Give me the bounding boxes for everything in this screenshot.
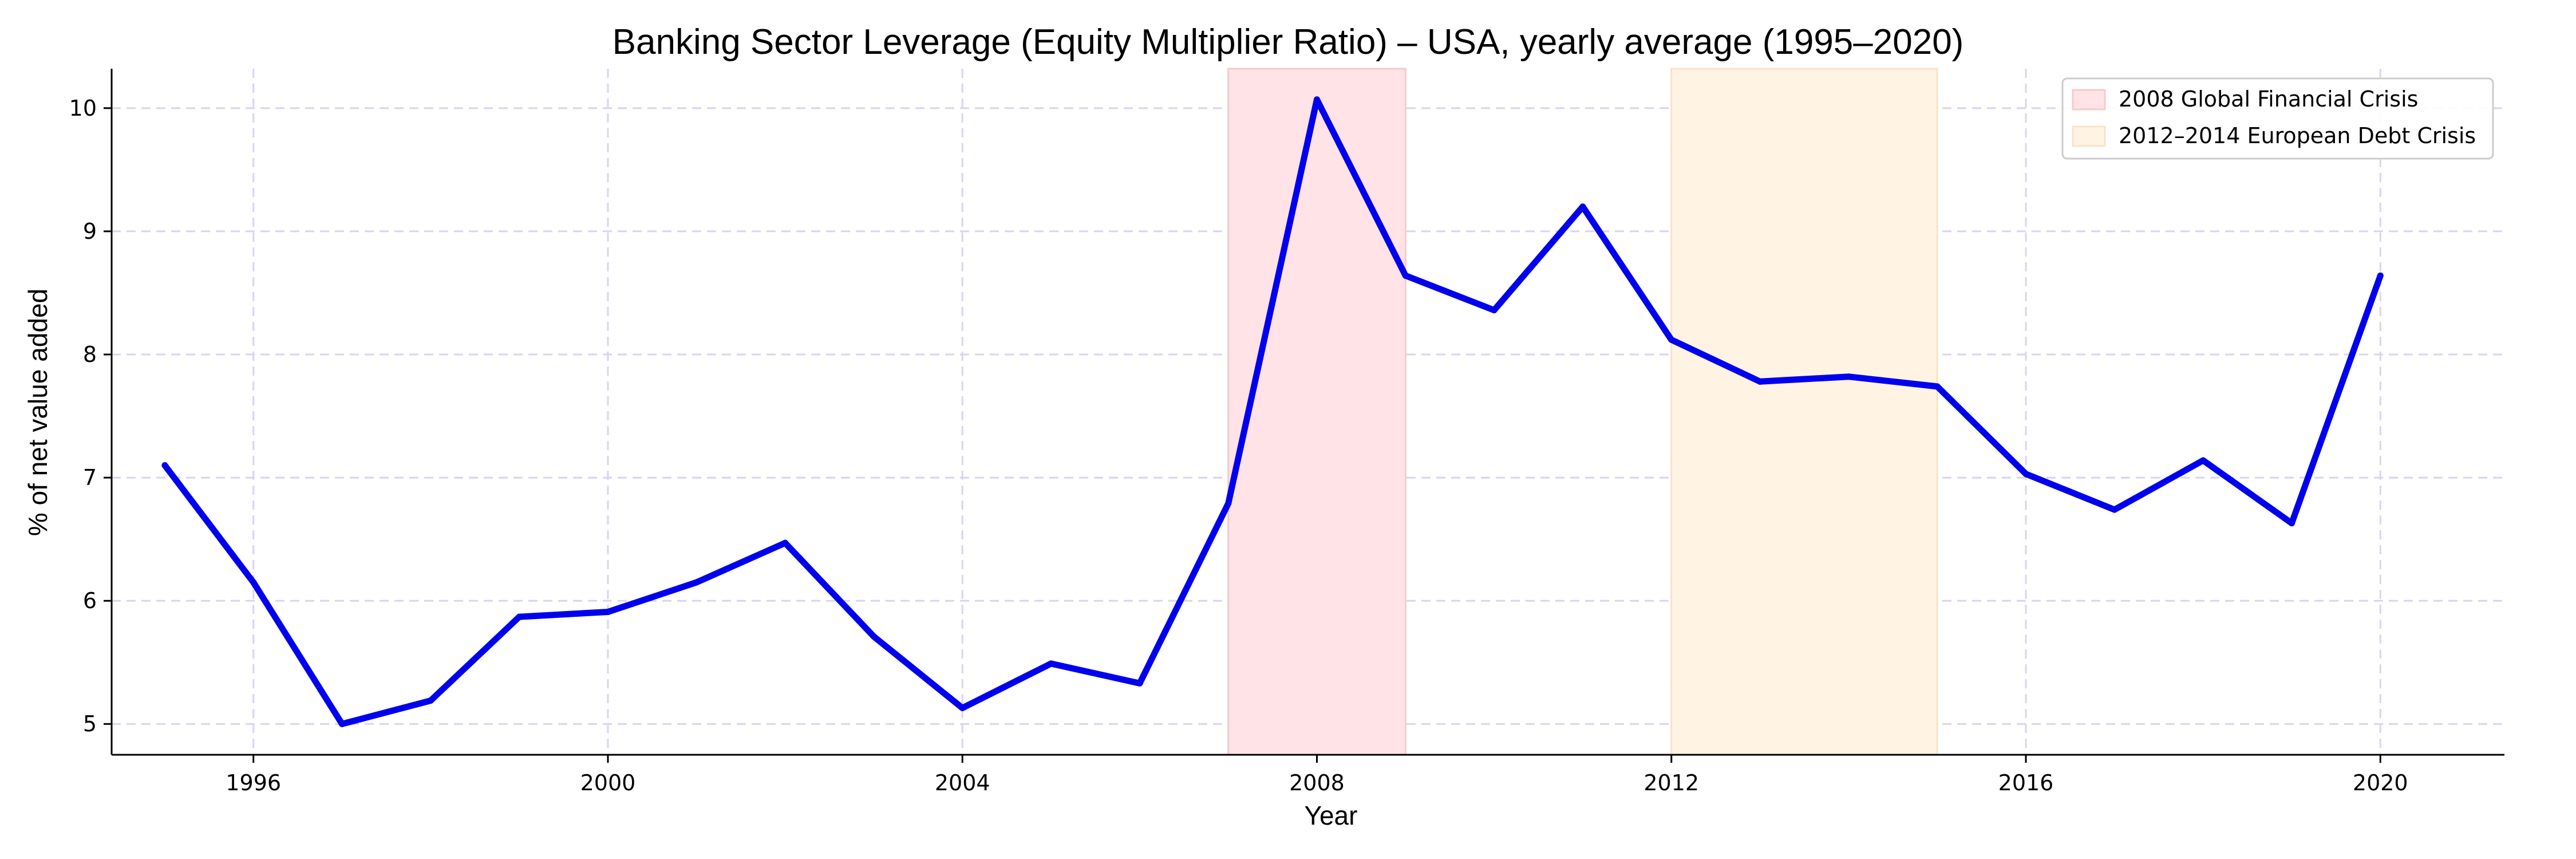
x-axis-label: Year [1305, 801, 1358, 830]
chart-title: Banking Sector Leverage (Equity Multipli… [613, 22, 1964, 62]
data-point [1491, 307, 1498, 314]
shaded-region [1670, 68, 1938, 756]
data-point [605, 609, 611, 616]
shaded-regions [1227, 68, 1938, 756]
data-point [1845, 373, 1852, 380]
data-point [2377, 272, 2384, 279]
data-point [250, 579, 257, 586]
x-tick-label: 2012 [1643, 770, 1699, 795]
data-point [1668, 336, 1675, 343]
y-tick-label: 9 [83, 219, 97, 244]
data-point [1402, 272, 1409, 279]
legend-label: 2012–2014 European Debt Crisis [2119, 123, 2476, 148]
y-tick-label: 8 [83, 342, 97, 367]
data-point [1136, 680, 1143, 687]
x-tick-label: 2008 [1289, 770, 1345, 795]
x-tick-label: 2016 [1998, 770, 2054, 795]
data-point [959, 704, 966, 711]
series-line [161, 96, 2384, 727]
data-point [2022, 471, 2029, 478]
data-point [782, 539, 789, 546]
data-point [161, 462, 168, 469]
y-tick-label: 6 [83, 588, 97, 613]
y-tick-label: 7 [83, 465, 97, 490]
data-point [1757, 378, 1764, 385]
data-point [693, 579, 700, 586]
x-tick-label: 2020 [2353, 770, 2408, 795]
data-point [516, 613, 523, 620]
legend: 2008 Global Financial Crisis 2012–2014 Eu… [2061, 77, 2494, 160]
data-point [2200, 457, 2207, 464]
legend-swatch [2072, 89, 2106, 111]
legend-swatch [2072, 125, 2106, 147]
data-point [339, 720, 346, 727]
x-tick-label: 2000 [580, 770, 636, 795]
axes: 1996 2000 2004 2008 2012 2016 2020 5 6 7 8 9 10 [69, 69, 2504, 795]
legend-label: 2008 Global Financial Crisis [2119, 86, 2418, 112]
x-tick-label: 2004 [935, 770, 990, 795]
y-axis-label: % of net value added [23, 289, 53, 536]
x-tick-label: 1996 [226, 770, 281, 795]
data-point [1313, 96, 1320, 103]
series-layer [161, 96, 2384, 727]
y-tick-label: 10 [69, 96, 97, 121]
data-point [1934, 383, 1941, 390]
data-point [870, 633, 877, 640]
data-point [1225, 500, 1232, 507]
y-tick-label: 5 [83, 711, 97, 736]
legend-box [2061, 77, 2494, 160]
data-point [2111, 506, 2118, 513]
data-point [1048, 660, 1054, 667]
data-point [1579, 203, 1586, 210]
shaded-region [1227, 68, 1406, 756]
data-point [2288, 520, 2295, 527]
data-point [427, 697, 434, 704]
